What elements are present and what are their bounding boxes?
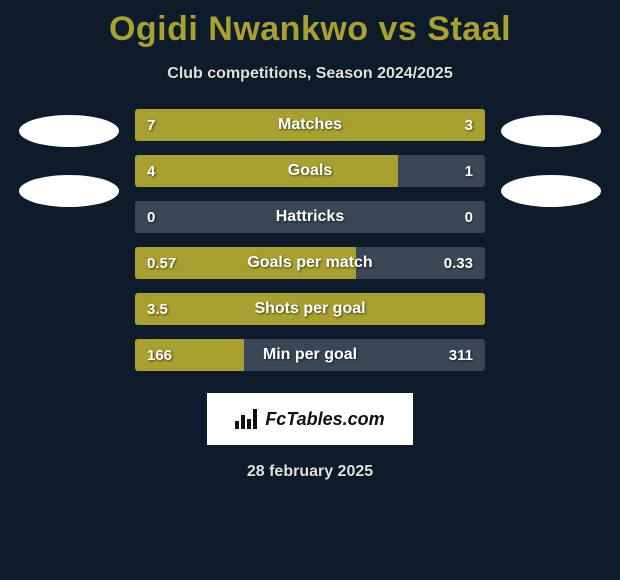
stat-label: Hattricks — [135, 201, 485, 233]
stat-row: 3.5Shots per goal — [135, 293, 485, 325]
stat-row: 0 0Hattricks — [135, 201, 485, 233]
branding-text: FcTables.com — [265, 409, 384, 430]
branding-badge[interactable]: FcTables.com — [207, 393, 413, 445]
stat-value-left: 0.57 — [147, 247, 176, 279]
stat-row: 166311Min per goal — [135, 339, 485, 371]
chart-icon — [235, 409, 259, 429]
stat-row: 73Matches — [135, 109, 485, 141]
stats-bars: 73Matches41Goals00Hattricks0.570.33Goals… — [135, 109, 485, 371]
stat-value-right: 3 — [465, 109, 473, 141]
stat-value-left: 3.5 — [147, 293, 168, 325]
stat-row: 41Goals — [135, 155, 485, 187]
player-placeholder-oval — [501, 115, 601, 147]
player-placeholder-oval — [501, 175, 601, 207]
subtitle: Club competitions, Season 2024/2025 — [0, 65, 620, 83]
stat-value-right: 1 — [465, 155, 473, 187]
page-title: Ogidi Nwankwo vs Staal — [0, 0, 620, 49]
stat-left-fill — [135, 155, 398, 187]
player-placeholder-oval — [19, 115, 119, 147]
right-player-col — [501, 109, 601, 207]
comparison-body: 73Matches41Goals00Hattricks0.570.33Goals… — [0, 109, 620, 371]
stat-value-right: 0.33 — [444, 247, 473, 279]
stat-value-right: 311 — [449, 339, 473, 371]
stat-value-left: 0 — [147, 201, 155, 233]
player-placeholder-oval — [19, 175, 119, 207]
stat-value-left: 7 — [147, 109, 155, 141]
stat-left-fill — [135, 109, 380, 141]
left-player-col — [19, 109, 119, 207]
stat-left-fill — [135, 293, 485, 325]
stat-row: 0.570.33Goals per match — [135, 247, 485, 279]
snapshot-date: 28 february 2025 — [0, 463, 620, 481]
stat-value-right: 0 — [465, 201, 473, 233]
stat-value-left: 4 — [147, 155, 155, 187]
stat-value-left: 166 — [147, 339, 172, 371]
